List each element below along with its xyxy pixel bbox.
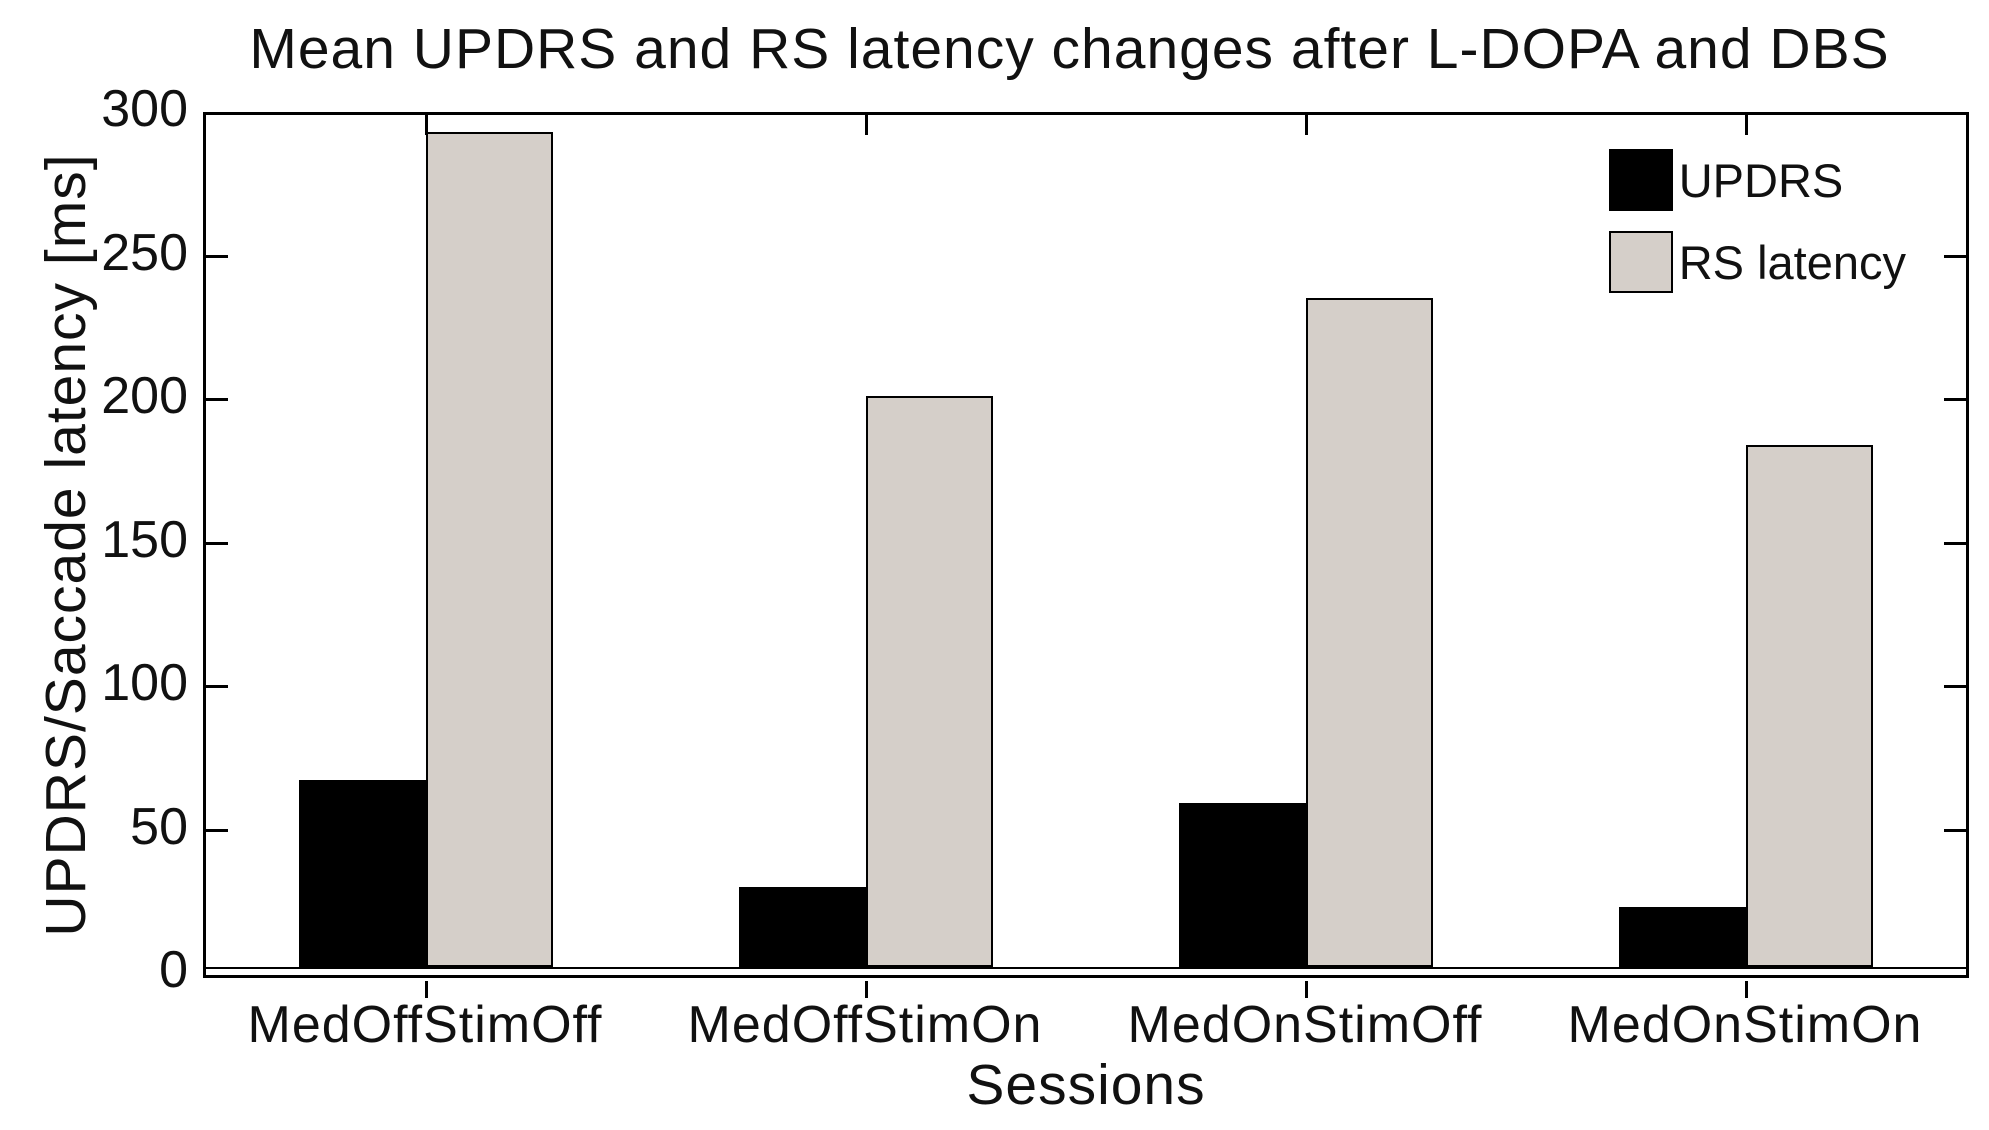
y-tick-left — [206, 398, 228, 401]
bar-rs-latency-medoffstimoff — [426, 131, 553, 967]
legend: UPDRS RS latency — [1608, 149, 1906, 313]
x-category-label-medonstimon: MedOnStimOn — [1567, 996, 1923, 1054]
bar-updrs-medonstimoff — [1179, 803, 1306, 967]
y-tick-left — [206, 828, 228, 832]
y-tick-right — [1944, 685, 1966, 688]
y-tick-label-250: 250 — [101, 223, 188, 282]
legend-row-updrs: UPDRS — [1608, 149, 1906, 211]
legend-row-rs-latency: RS latency — [1608, 231, 1906, 293]
y-tick-right — [1944, 828, 1966, 832]
x-tick-bottom — [425, 981, 428, 998]
bar-updrs-medoffstimoff — [299, 780, 426, 967]
x-category-label-medoffstimon: MedOffStimOn — [687, 996, 1043, 1054]
y-tick-right — [1944, 398, 1966, 401]
bar-rs-latency-medoffstimon — [866, 395, 993, 967]
legend-label-updrs: UPDRS — [1678, 153, 1844, 207]
legend-swatch-updrs — [1608, 149, 1673, 211]
legend-label-rs-latency: RS latency — [1678, 235, 1906, 289]
bar-rs-latency-medonstimoff — [1306, 298, 1433, 967]
x-tick-bottom — [1305, 981, 1308, 998]
y-tick-right — [1944, 254, 1966, 258]
x-tick-top — [425, 115, 428, 135]
legend-swatch-rs-latency — [1608, 231, 1673, 293]
y-tick-label-100: 100 — [101, 654, 188, 712]
x-tick-bottom — [1745, 981, 1748, 998]
y-tick-label-0: 0 — [159, 941, 188, 999]
x-category-label-medonstimoff: MedOnStimOff — [1127, 996, 1483, 1054]
y-tick-label-300: 300 — [101, 80, 188, 138]
x-tick-top — [1305, 115, 1308, 135]
y-tick-left — [206, 685, 228, 688]
y-tick-left — [206, 254, 228, 258]
bar-rs-latency-medonstimon — [1746, 444, 1873, 967]
plot-area: UPDRS RS latency — [203, 112, 1969, 998]
x-category-label-medoffstimoff: MedOffStimOff — [247, 996, 603, 1054]
x-tick-bottom — [865, 981, 868, 998]
y-tick-left — [206, 541, 228, 545]
y-tick-label-150: 150 — [101, 510, 188, 569]
x-tick-top — [1745, 115, 1748, 135]
y-tick-label-200: 200 — [101, 367, 188, 425]
x-tick-top — [865, 115, 868, 135]
zero-baseline — [206, 967, 1966, 969]
x-axis-label: Sessions — [966, 1053, 1206, 1117]
y-tick-right — [1944, 541, 1966, 545]
bar-updrs-medonstimon — [1619, 906, 1746, 967]
bar-updrs-medoffstimon — [739, 886, 866, 967]
chart-title: Mean UPDRS and RS latency changes after … — [249, 17, 1890, 81]
y-tick-label-50: 50 — [130, 797, 188, 856]
